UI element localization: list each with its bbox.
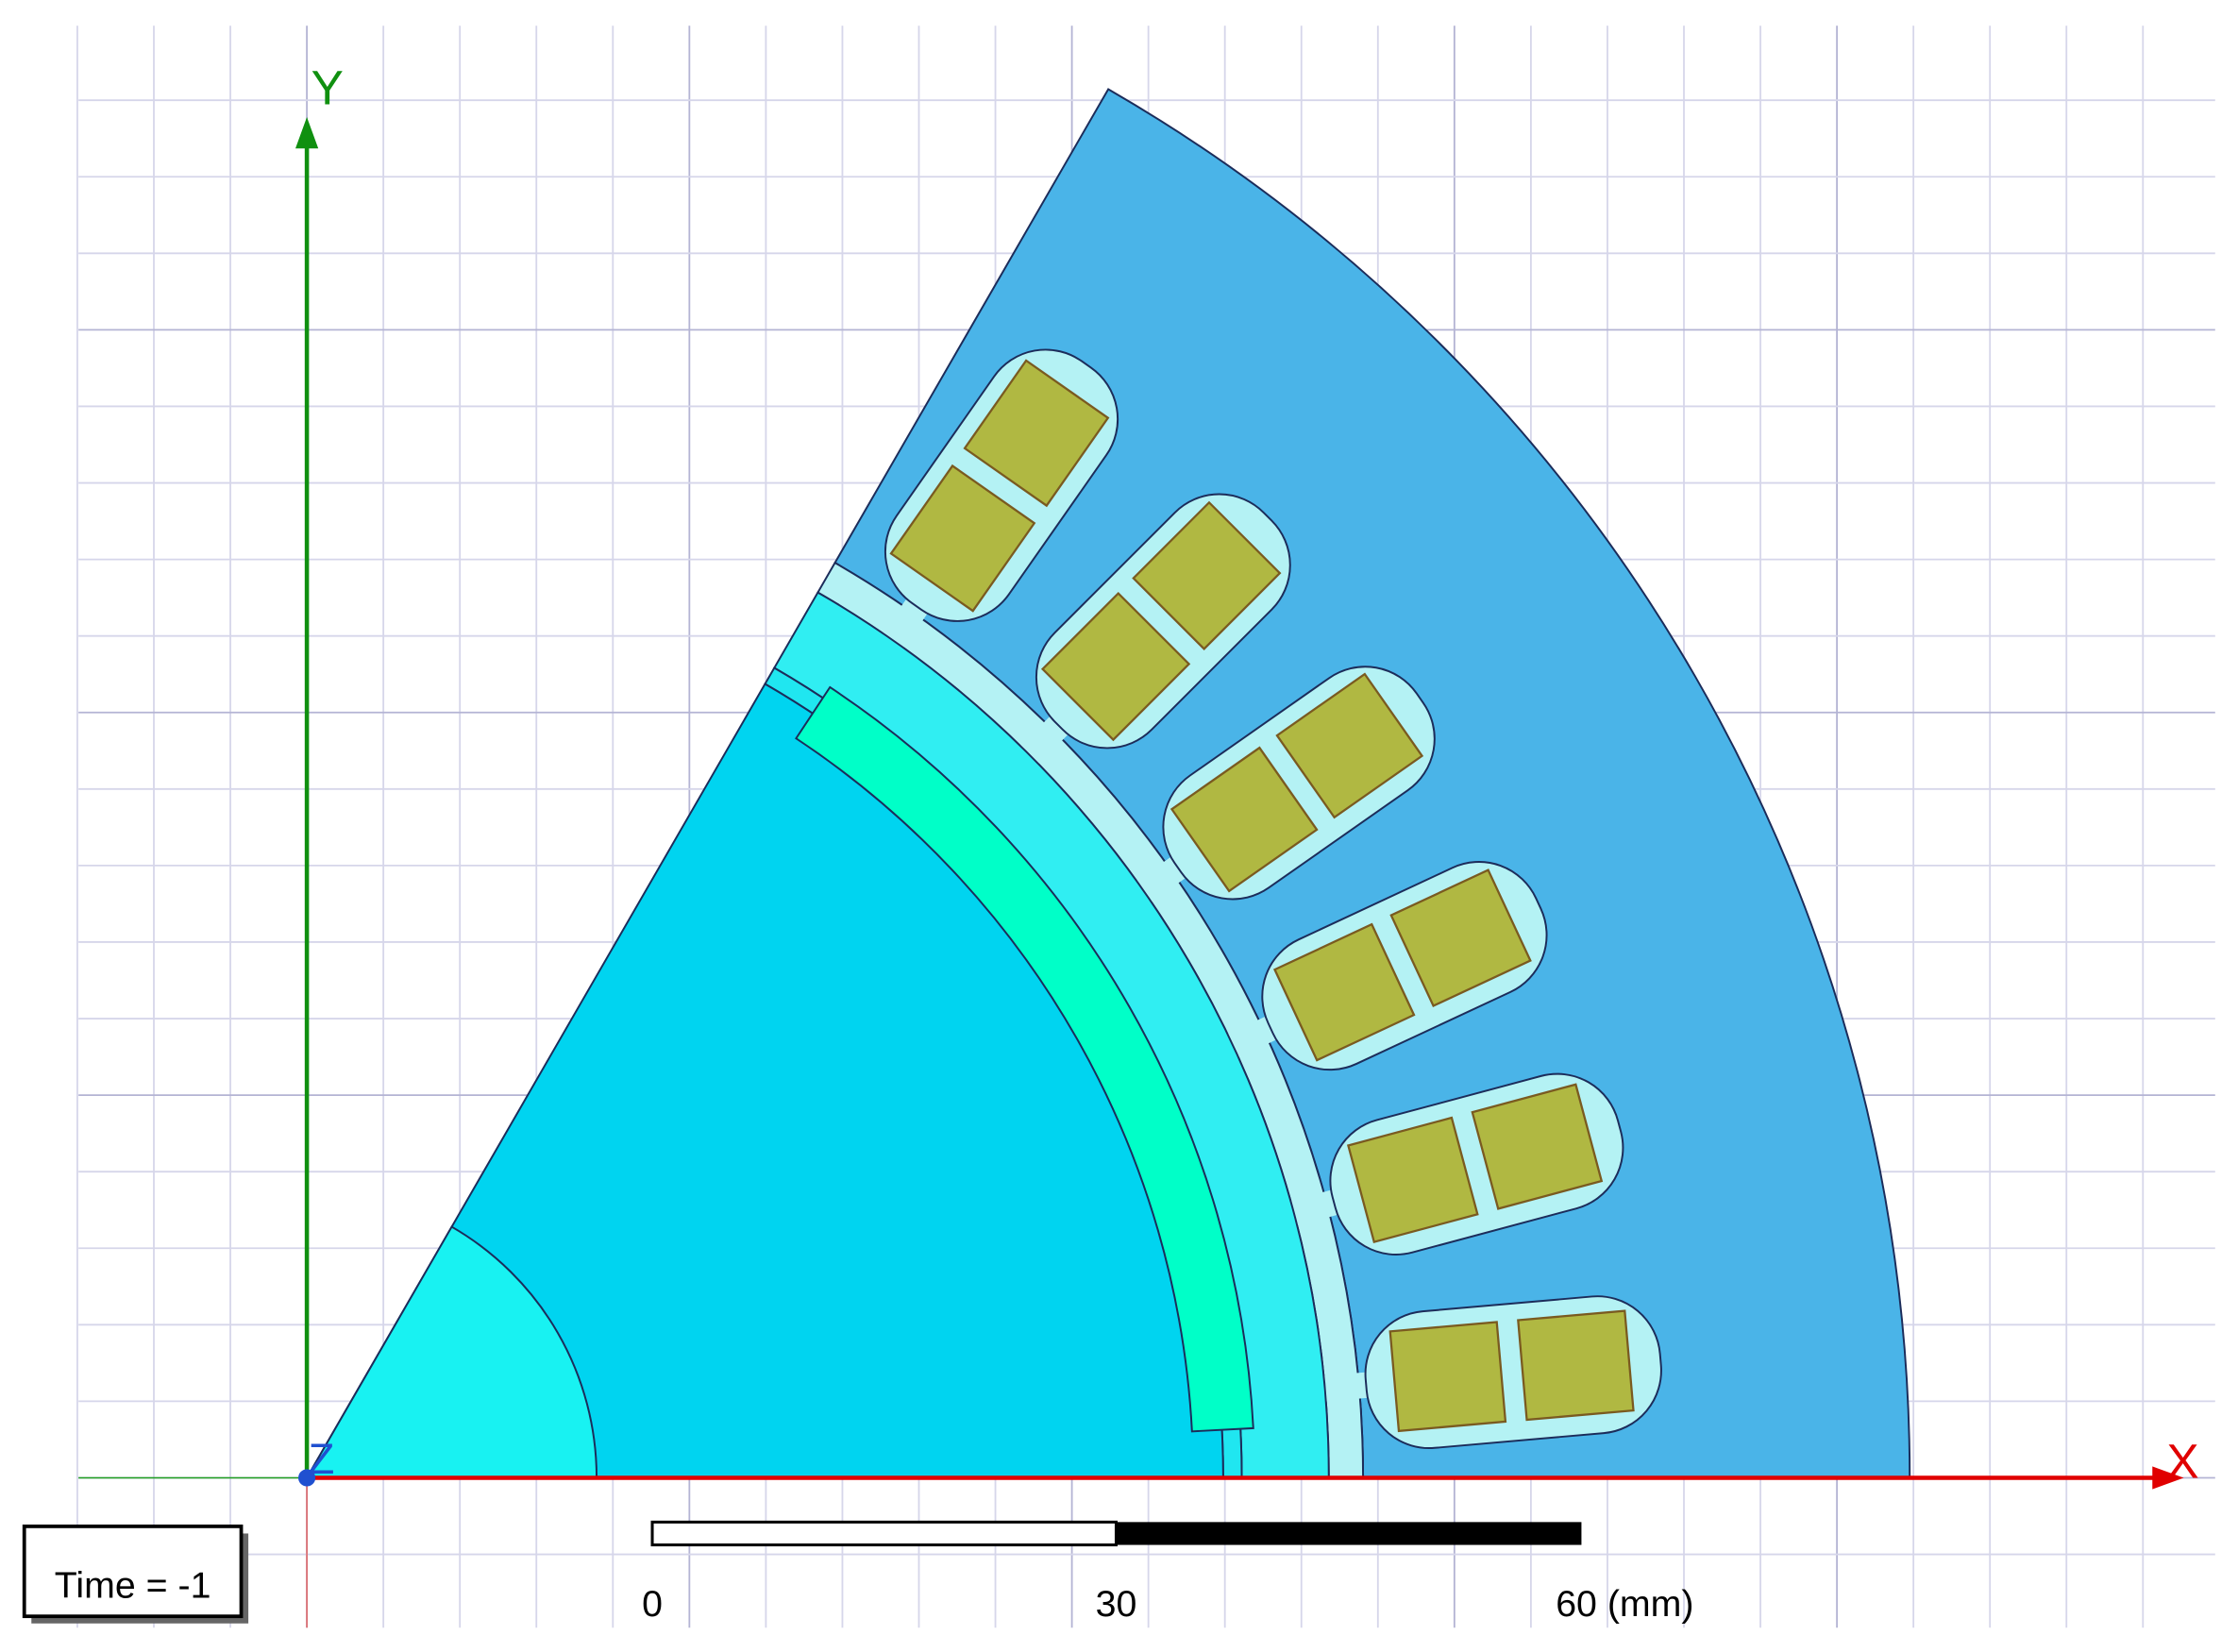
slot <box>1290 1072 1624 1256</box>
time-label: Time = -1 <box>55 1565 211 1607</box>
scale-bar-white <box>650 1520 1118 1547</box>
y-label: Y <box>311 59 344 114</box>
coil <box>1275 672 1424 819</box>
scale-bar: 0 30 60 (mm) <box>642 1520 1694 1625</box>
coil <box>1517 1309 1635 1422</box>
shaft <box>305 1225 598 1479</box>
y-arrow <box>295 117 319 149</box>
coil <box>1388 1321 1507 1433</box>
slot <box>882 348 1119 649</box>
coil <box>963 359 1110 508</box>
coil <box>1272 922 1416 1062</box>
z-label: Z <box>309 1435 335 1483</box>
magnet <box>795 685 1254 1433</box>
scale-label: 60 (mm) <box>1556 1583 1693 1625</box>
motor-model <box>305 88 1911 1479</box>
origin <box>298 1469 316 1487</box>
slot <box>1020 493 1291 765</box>
coil <box>1132 500 1282 650</box>
coil <box>1389 868 1532 1008</box>
axes: Y X Z <box>78 59 2199 1628</box>
time-box: Time = -1 <box>22 1525 249 1624</box>
slot <box>1227 861 1548 1071</box>
coil <box>1040 591 1191 742</box>
scale-label: 30 <box>1096 1583 1137 1625</box>
coil <box>1471 1083 1604 1210</box>
slot <box>1323 1295 1662 1450</box>
coil <box>1169 746 1319 893</box>
x-arrow <box>2152 1466 2184 1490</box>
x-label: X <box>2166 1433 2198 1488</box>
slot <box>1136 666 1436 902</box>
coil <box>889 464 1036 613</box>
scale-bar-black <box>1116 1522 1582 1545</box>
scale-label: 0 <box>642 1583 663 1625</box>
time-box-frame <box>22 1525 244 1619</box>
coil <box>1346 1116 1479 1244</box>
